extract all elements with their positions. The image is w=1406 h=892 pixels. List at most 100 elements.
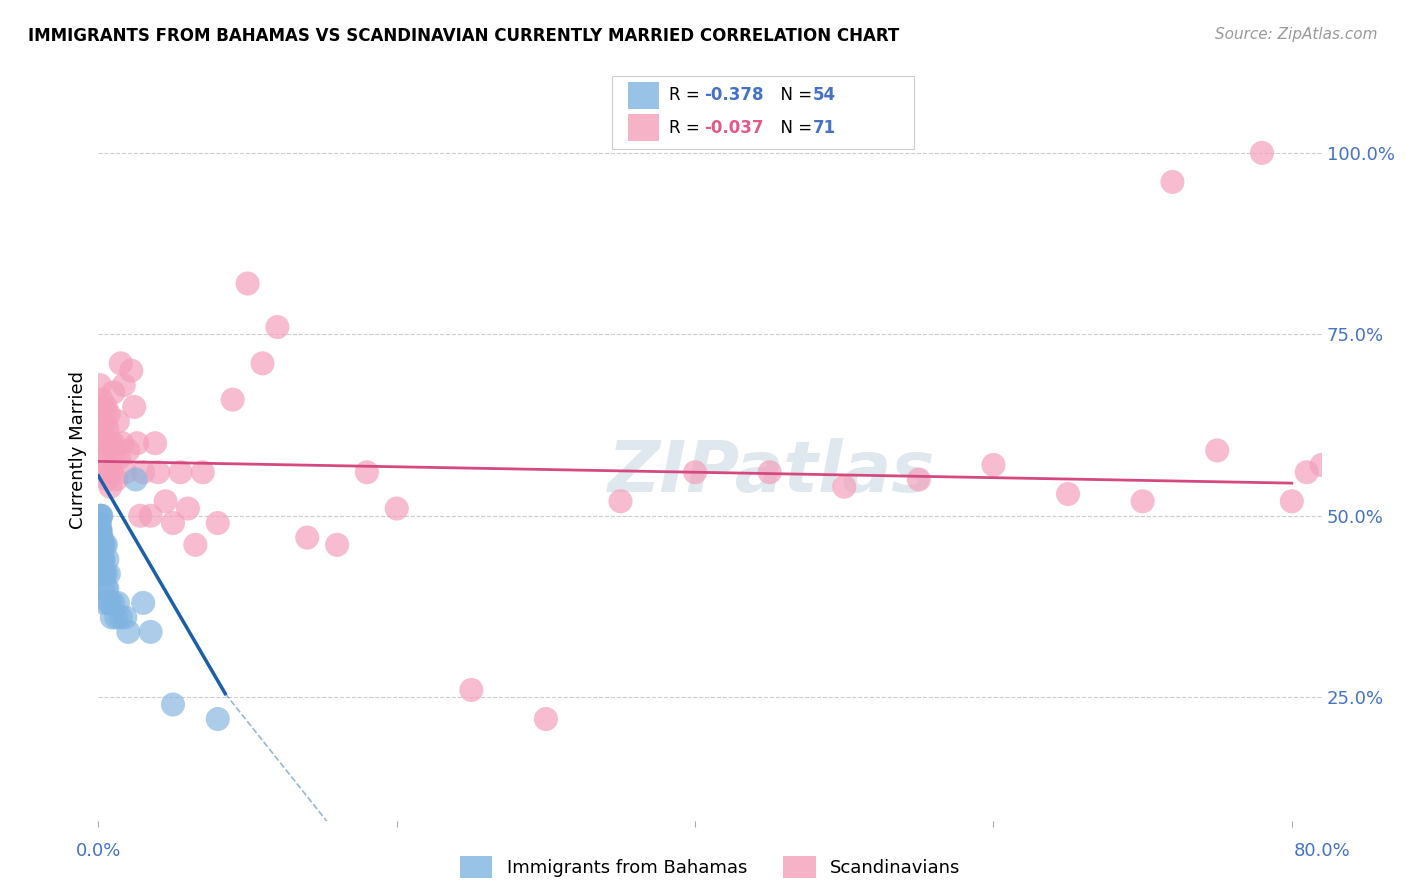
Point <box>89 531 111 545</box>
Point <box>91 566 114 581</box>
Point <box>177 501 200 516</box>
Point <box>683 465 706 479</box>
Point <box>125 473 148 487</box>
Text: 80.0%: 80.0% <box>1294 842 1350 860</box>
Point <box>91 538 114 552</box>
Point <box>98 480 121 494</box>
Point <box>120 363 142 377</box>
Point <box>89 531 111 545</box>
Legend: Immigrants from Bahamas, Scandinavians: Immigrants from Bahamas, Scandinavians <box>453 849 967 886</box>
Point <box>89 552 111 566</box>
Point <box>93 465 115 479</box>
Point <box>90 552 112 566</box>
Point <box>122 400 145 414</box>
Point <box>90 538 112 552</box>
Point <box>110 356 132 370</box>
Point <box>91 538 114 552</box>
Point <box>90 538 112 552</box>
Point <box>98 436 121 450</box>
Point <box>89 524 111 538</box>
Point <box>139 508 162 523</box>
Text: IMMIGRANTS FROM BAHAMAS VS SCANDINAVIAN CURRENTLY MARRIED CORRELATION CHART: IMMIGRANTS FROM BAHAMAS VS SCANDINAVIAN … <box>28 27 900 45</box>
Point <box>96 473 118 487</box>
Point <box>90 436 112 450</box>
Point <box>112 378 135 392</box>
Text: ZIPatlas: ZIPatlas <box>607 438 935 508</box>
Point <box>207 712 229 726</box>
Point <box>191 465 214 479</box>
Point <box>326 538 349 552</box>
Text: 54: 54 <box>813 87 835 104</box>
Point <box>91 400 114 414</box>
Point <box>114 465 136 479</box>
Point <box>107 414 129 428</box>
Point <box>117 624 139 639</box>
Point <box>105 610 128 624</box>
Point <box>97 596 120 610</box>
Point <box>96 422 118 436</box>
Point <box>91 450 114 465</box>
Point <box>93 566 115 581</box>
Point <box>89 538 111 552</box>
Text: N =: N = <box>770 87 818 104</box>
Point <box>90 414 112 428</box>
Point <box>111 436 134 450</box>
Point <box>101 610 124 624</box>
Point <box>90 392 112 407</box>
Text: -0.378: -0.378 <box>704 87 763 104</box>
Point <box>266 320 288 334</box>
Point <box>1310 458 1333 472</box>
Point <box>162 516 184 530</box>
Text: R =: R = <box>669 119 706 136</box>
Point <box>91 552 114 566</box>
Point <box>162 698 184 712</box>
Text: 71: 71 <box>813 119 835 136</box>
Point <box>832 480 855 494</box>
Point <box>98 596 121 610</box>
Point <box>609 494 631 508</box>
Point <box>93 596 115 610</box>
Point <box>90 552 112 566</box>
Point <box>1057 487 1080 501</box>
Point <box>356 465 378 479</box>
Point <box>89 524 111 538</box>
Point <box>908 473 931 487</box>
Point <box>1326 473 1348 487</box>
Point <box>94 443 117 458</box>
Point <box>103 436 125 450</box>
Point <box>758 465 780 479</box>
Point <box>139 624 162 639</box>
Point <box>146 465 169 479</box>
Point <box>96 552 118 566</box>
Text: R =: R = <box>669 87 706 104</box>
Point <box>110 610 132 624</box>
Point <box>114 610 136 624</box>
Point <box>207 516 229 530</box>
Point <box>1161 175 1184 189</box>
Point <box>104 443 127 458</box>
Point <box>91 422 114 436</box>
Point <box>93 538 115 552</box>
Point <box>1206 443 1229 458</box>
Point <box>103 385 125 400</box>
Point <box>96 582 118 596</box>
Point <box>93 414 115 428</box>
Point <box>89 400 111 414</box>
Point <box>1295 465 1317 479</box>
Point <box>129 508 152 523</box>
Point <box>1132 494 1154 508</box>
Point <box>103 596 125 610</box>
Point <box>89 516 111 530</box>
Point <box>155 494 177 508</box>
Point <box>221 392 243 407</box>
Point <box>89 552 111 566</box>
Point <box>90 531 112 545</box>
Point <box>385 501 408 516</box>
Point <box>101 465 124 479</box>
Point <box>93 552 115 566</box>
Point <box>94 538 117 552</box>
Point <box>89 508 111 523</box>
Point <box>132 465 155 479</box>
Text: Source: ZipAtlas.com: Source: ZipAtlas.com <box>1215 27 1378 42</box>
Text: 0.0%: 0.0% <box>76 842 121 860</box>
